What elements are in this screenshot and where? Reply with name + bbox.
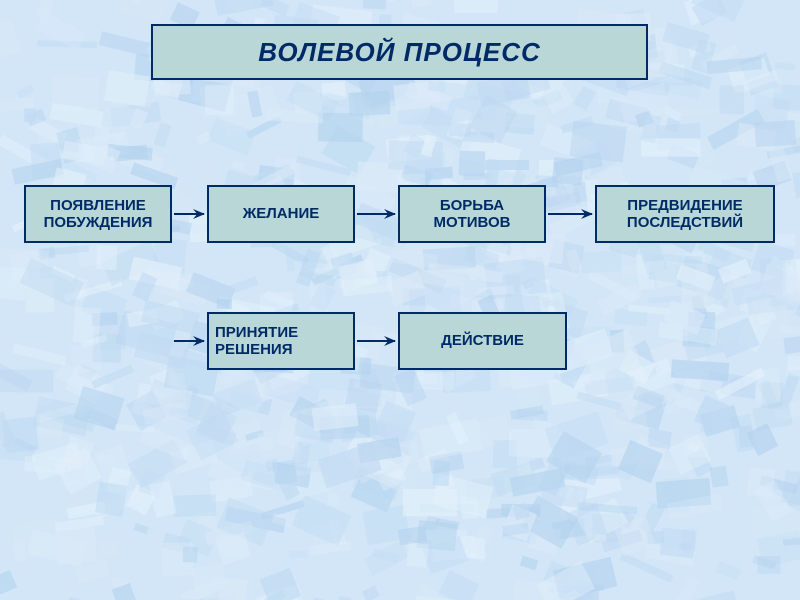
flow-node-n6: ДЕЙСТВИЕ — [398, 312, 567, 370]
flow-node-label: ПРИНЯТИЕ РЕШЕНИЯ — [215, 324, 298, 359]
diagram-title: ВОЛЕВОЙ ПРОЦЕСС — [151, 24, 648, 80]
flow-node-n2: ЖЕЛАНИЕ — [207, 185, 355, 243]
flow-node-n3: БОРЬБА МОТИВОВ — [398, 185, 546, 243]
flow-node-label: ДЕЙСТВИЕ — [441, 332, 524, 349]
diagram-title-text: ВОЛЕВОЙ ПРОЦЕСС — [258, 37, 541, 68]
flow-node-n1: ПОЯВЛЕНИЕ ПОБУЖДЕНИЯ — [24, 185, 172, 243]
background-texture — [0, 0, 800, 600]
arrows-layer — [0, 0, 800, 600]
flow-node-label: ЖЕЛАНИЕ — [243, 205, 320, 222]
flow-node-label: БОРЬБА МОТИВОВ — [433, 197, 510, 232]
flow-node-label: ПОЯВЛЕНИЕ ПОБУЖДЕНИЯ — [44, 197, 153, 232]
flow-node-label: ПРЕДВИДЕНИЕ ПОСЛЕДСТВИЙ — [627, 197, 743, 232]
flow-node-n5: ПРИНЯТИЕ РЕШЕНИЯ — [207, 312, 355, 370]
flow-node-n4: ПРЕДВИДЕНИЕ ПОСЛЕДСТВИЙ — [595, 185, 775, 243]
